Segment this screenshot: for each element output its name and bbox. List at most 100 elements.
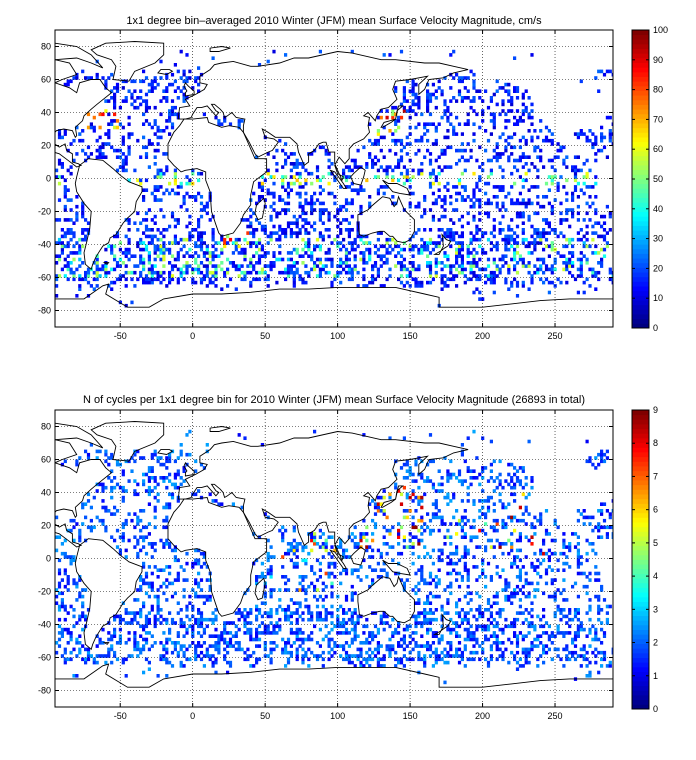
data-cell [597,578,601,582]
data-cell [150,228,154,232]
data-cell [318,234,322,239]
data-cell [443,148,447,153]
data-cell [420,624,424,629]
data-cell [281,608,285,612]
data-cell [394,138,398,143]
data-cell [582,132,586,136]
data-cell [162,631,166,635]
data-cell [446,115,450,120]
data-cell [301,185,305,189]
data-cell [173,105,177,110]
data-cell [498,152,502,156]
data-cell [455,647,459,652]
data-cell [469,634,473,638]
data-cell [246,647,250,652]
data-cell [263,647,267,652]
data-cell [168,565,172,569]
data-cell [113,86,117,90]
data-cell [272,251,276,255]
data-cell [388,545,392,549]
data-cell [591,624,595,629]
data-cell [228,644,233,648]
data-cell [284,611,288,615]
data-cell [504,542,508,546]
data-cell [437,558,441,563]
data-cell [214,284,218,288]
data-cell [286,185,291,189]
data-cell [501,86,505,90]
data-cell [321,264,325,268]
data-cell [455,601,459,605]
data-cell [391,237,395,242]
data-cell [544,581,549,586]
data-cell [159,584,163,589]
data-cell [588,168,592,173]
data-cell [165,584,169,589]
data-cell [556,234,560,239]
data-cell [565,191,569,196]
data-cell [63,538,67,543]
data-cell [376,631,380,635]
data-cell [60,234,64,239]
data-cell [295,270,299,275]
data-cell [559,221,563,225]
data-cell [542,228,546,232]
data-cell [397,138,401,143]
data-cell [304,561,308,566]
data-cell [344,257,349,262]
data-cell [66,79,70,84]
data-cell [588,138,592,143]
data-cell [565,631,569,635]
data-cell [365,660,369,665]
data-cell [408,270,412,275]
data-cell [399,102,404,107]
data-cell [524,654,528,658]
data-cell [365,247,369,252]
data-cell [391,109,395,113]
data-cell [550,138,554,143]
colorbar-segment [632,262,649,268]
data-cell [486,538,491,543]
data-cell [107,647,111,652]
data-cell [310,171,314,176]
data-cell [588,284,592,288]
data-cell [205,257,209,262]
data-cell [144,621,149,625]
data-cell [365,178,369,183]
data-cell [127,135,131,140]
data-cell [460,535,464,539]
data-cell [118,634,122,638]
colorbar-segment [632,34,649,40]
data-cell [359,660,363,665]
data-cell [501,522,505,526]
data-cell [176,578,180,582]
data-cell [144,76,149,80]
data-cell [394,631,398,635]
data-cell [176,96,180,100]
data-cell [585,558,589,563]
data-cell [86,228,91,232]
data-cell [533,148,537,153]
data-cell [460,267,464,272]
data-cell [515,109,520,113]
data-cell [600,608,604,612]
data-cell [550,594,554,599]
data-cell [431,191,435,196]
data-cell [510,102,514,107]
data-cell [478,89,482,93]
data-cell [307,608,311,612]
data-cell [205,244,209,249]
data-cell [501,650,505,655]
data-cell [600,135,604,140]
data-cell [142,277,146,282]
data-cell [515,168,520,173]
data-cell [489,634,493,638]
data-cell [486,664,491,668]
data-cell [170,548,175,553]
data-cell [289,181,293,186]
data-cell [275,211,279,216]
data-cell [394,627,398,632]
data-cell [402,267,406,272]
data-cell [455,548,459,553]
data-cell [202,631,206,635]
